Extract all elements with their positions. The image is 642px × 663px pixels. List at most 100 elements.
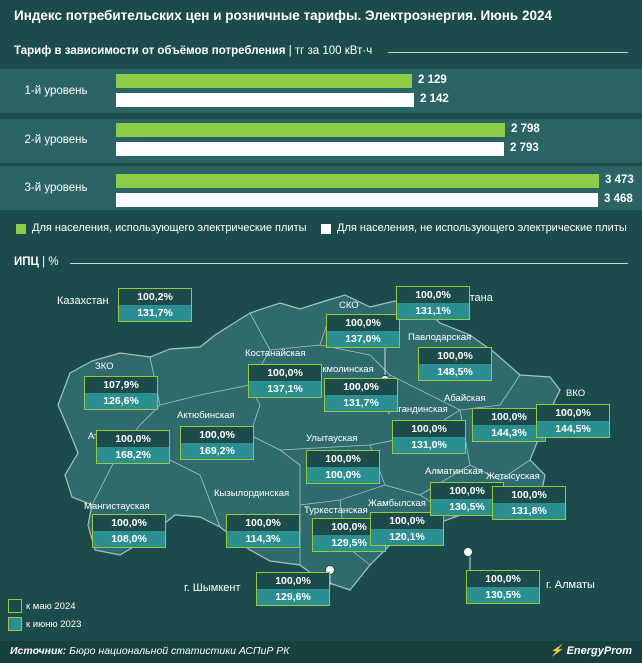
bar-value-label: 3 473: [605, 174, 634, 186]
cpi-box: 100,0% 168,2%: [96, 430, 170, 464]
cpi-header-unit: | %: [42, 256, 59, 268]
legend-may-swatch: [8, 599, 22, 613]
cpi-box: 100,0% 108,0%: [92, 514, 166, 548]
cpi-may-value: 100,0%: [249, 365, 321, 381]
cpi-box: 100,0% 131,7%: [324, 378, 398, 412]
legend-non-electric-swatch: [321, 224, 331, 234]
cpi-may-value: 100,0%: [307, 451, 379, 467]
region-label: Актюбинская: [177, 410, 235, 421]
cpi-may-value: 107,9%: [85, 377, 157, 393]
legend-non-electric-label: Для населения, не использующего электрич…: [337, 222, 627, 234]
source-text: Бюро национальной статистики АСПиР РК: [69, 645, 290, 657]
level-label: 3-й уровень: [24, 182, 88, 194]
cpi-june-value: 126,6%: [85, 393, 157, 409]
cpi-june-value: 131,7%: [119, 305, 191, 321]
cpi-may-value: 100,0%: [371, 513, 443, 529]
legend-electric-swatch: [16, 224, 26, 234]
cpi-june-value: 144,5%: [537, 421, 609, 437]
cpi-may-value: 100,0%: [325, 379, 397, 395]
region-label: ЗКО: [95, 361, 114, 372]
source-note: Источник: Бюро национальной статистики А…: [10, 645, 289, 657]
bar-non-electric: [116, 93, 414, 107]
cpi-may-value: 100,0%: [393, 421, 465, 437]
region-label: Павлодарская: [408, 332, 472, 343]
region-label: Алматинская: [425, 466, 483, 477]
region-label: г. Алматы: [546, 579, 595, 591]
cpi-june-value: 120,1%: [371, 529, 443, 545]
level-label: 2-й уровень: [24, 134, 88, 146]
bar-value-label: 3 468: [604, 193, 633, 205]
bar-electric: [116, 74, 412, 88]
cpi-box: 100,0% 114,3%: [226, 514, 300, 548]
cpi-june-value: 144,3%: [473, 425, 545, 441]
cpi-may-value: 100,0%: [419, 348, 491, 364]
cpi-may-value: 100,0%: [227, 515, 299, 531]
logo-text: EnergyProm: [566, 645, 632, 657]
cpi-may-value: 100,0%: [327, 315, 399, 331]
bar-value-label: 2 798: [511, 123, 540, 135]
cpi-may-value: 100,0%: [181, 427, 253, 443]
legend-electric-label: Для населения, использующего электрическ…: [32, 222, 307, 234]
cpi-header-title: ИПЦ: [14, 256, 39, 268]
cpi-box: 100,0% 131,8%: [492, 486, 566, 520]
cpi-june-value: 168,2%: [97, 447, 169, 463]
page-title: Индекс потребительских цен и розничные т…: [14, 8, 552, 23]
cpi-may-value: 100,0%: [473, 409, 545, 425]
logo-icon: ⚡: [549, 645, 564, 657]
region-label: Карагандинская: [377, 404, 448, 415]
almaty-marker: [463, 547, 473, 557]
cpi-june-value: 148,5%: [419, 364, 491, 380]
bar-electric: [116, 123, 505, 137]
cpi-june-value: 130,5%: [431, 499, 503, 515]
cpi-section-header: ИПЦ | %: [14, 256, 59, 268]
cpi-june-value: 131,7%: [325, 395, 397, 411]
region-label: Туркестанская: [304, 505, 368, 516]
cpi-box: 100,0% 130,5%: [466, 570, 540, 604]
cpi-box: 100,0% 131,1%: [396, 286, 470, 320]
region-label: Мангистауская: [84, 501, 150, 512]
cpi-box: 100,0% 144,5%: [536, 404, 610, 438]
cpi-june-value: 137,1%: [249, 381, 321, 397]
bar-value-label: 2 793: [510, 142, 539, 154]
cpi-box: 100,0% 129,6%: [256, 572, 330, 606]
cpi-box: 100,0% 144,3%: [472, 408, 546, 442]
tariff-header-unit: | тг за 100 кВт·ч: [288, 45, 373, 57]
cpi-header-rule: [70, 263, 628, 264]
region-label: Абайская: [444, 393, 486, 404]
cpi-june-value: 129,5%: [313, 535, 385, 551]
cpi-may-value: 100,2%: [119, 289, 191, 305]
bar-non-electric: [116, 142, 504, 156]
level-label: 1-й уровень: [24, 85, 88, 97]
footer: Источник: Бюро национальной статистики А…: [0, 641, 642, 663]
cpi-may-value: 100,0%: [93, 515, 165, 531]
cpi-may-value: 100,0%: [257, 573, 329, 589]
cpi-box: 107,9% 126,6%: [84, 376, 158, 410]
region-label: Улытауская: [306, 433, 358, 444]
tariff-section-header: Тариф в зависимости от объёмов потреблен…: [14, 45, 372, 57]
bar-value-label: 2 142: [420, 93, 449, 105]
cpi-june-value: 131,1%: [397, 303, 469, 319]
region-label: ВКО: [566, 388, 586, 399]
cpi-box: 100,0% 100,0%: [306, 450, 380, 484]
legend-may-label: к маю 2024: [26, 601, 76, 612]
energyprom-logo: ⚡ EnergyProm: [550, 644, 632, 657]
region-label: Костанайская: [245, 348, 306, 359]
tariff-header-title: Тариф в зависимости от объёмов потреблен…: [14, 45, 286, 57]
legend-june-label: к июню 2023: [26, 619, 82, 630]
region-label: г. Шымкент: [184, 582, 241, 594]
cpi-may-value: 100,0%: [537, 405, 609, 421]
cpi-box: 100,2% 131,7%: [118, 288, 192, 322]
region-label: Жетысуская: [486, 471, 540, 482]
cpi-box: 100,0% 120,1%: [370, 512, 444, 546]
cpi-june-value: 137,0%: [327, 331, 399, 347]
cpi-june-value: 129,6%: [257, 589, 329, 605]
source-label: Источник:: [10, 645, 67, 657]
cpi-box: 100,0% 137,0%: [326, 314, 400, 348]
cpi-may-value: 100,0%: [431, 483, 503, 499]
cpi-box: 100,0% 131,0%: [392, 420, 466, 454]
cpi-june-value: 100,0%: [307, 467, 379, 483]
cpi-may-value: 100,0%: [397, 287, 469, 303]
cpi-box: 100,0% 148,5%: [418, 347, 492, 381]
region-label: Жамбылская: [368, 498, 426, 509]
bar-value-label: 2 129: [418, 74, 447, 86]
